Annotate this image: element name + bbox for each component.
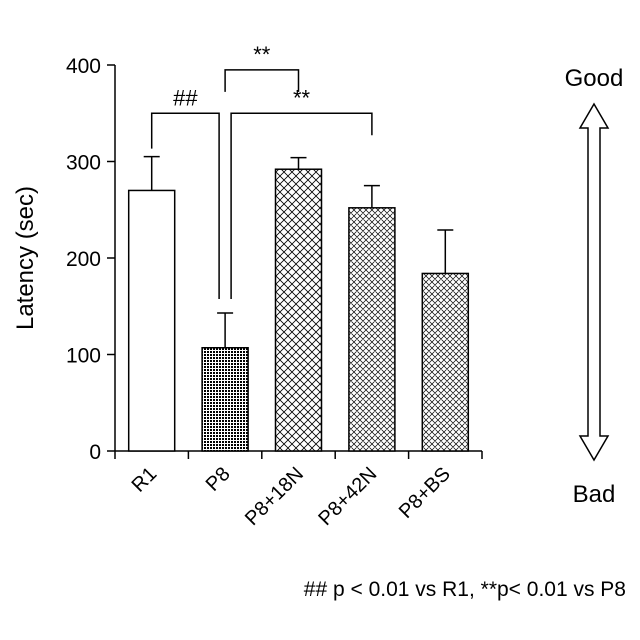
- double-arrow-icon: [580, 104, 608, 460]
- footnote: ## p < 0.01 vs R1, **p< 0.01 vs P8: [0, 578, 626, 602]
- bar: [276, 169, 322, 451]
- x-tick-label: P8+18N: [241, 463, 308, 530]
- significance-bracket: [225, 70, 298, 92]
- y-axis-label: Latency (sec): [12, 186, 39, 330]
- significance-label: ##: [173, 85, 198, 110]
- x-tick-label: P8+BS: [395, 463, 455, 523]
- bar: [349, 208, 395, 451]
- significance-brackets: ## ** **: [152, 42, 372, 299]
- scale-bad-label: Bad: [573, 481, 616, 508]
- y-tick-label: 200: [66, 248, 101, 271]
- y-tick-label: 100: [66, 345, 101, 368]
- x-tick-label: P8+42N: [314, 463, 381, 530]
- scale-good-label: Good: [565, 65, 624, 92]
- y-tick-label: 300: [66, 152, 101, 175]
- significance-label: **: [293, 85, 311, 110]
- good-bad-scale: Good Bad: [565, 65, 624, 508]
- y-tick-label: 400: [66, 55, 101, 78]
- bar: [422, 273, 468, 451]
- significance-label: **: [253, 42, 271, 67]
- x-tick-label: P8: [202, 463, 235, 496]
- x-tick-label: R1: [128, 463, 162, 497]
- bars: [129, 157, 469, 451]
- bar: [129, 190, 175, 451]
- bar-chart: Latency (sec) 0100200300400R1P8P8+18NP8+…: [0, 0, 640, 640]
- bar: [202, 348, 248, 451]
- y-tick-label: 0: [89, 441, 101, 464]
